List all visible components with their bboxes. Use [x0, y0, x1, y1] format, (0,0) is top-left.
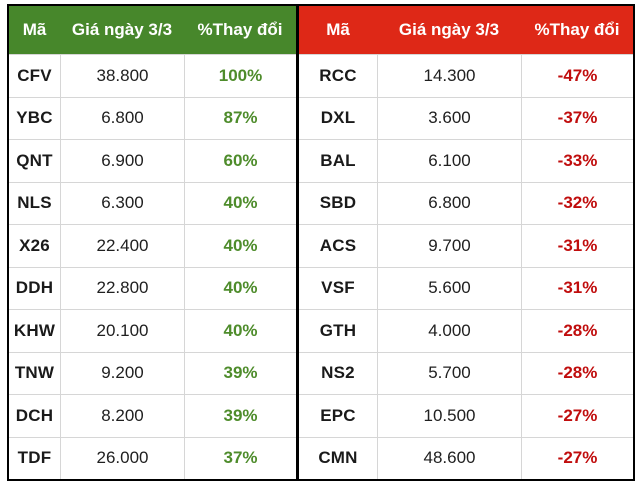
gainers-header-change: %Thay đổi [197, 20, 283, 39]
stock-code-cell: TNW [14, 363, 55, 383]
stock-change-cell: -47% [521, 55, 633, 97]
table-row: EPC 10.500 -27% [299, 394, 633, 437]
stock-price-cell: 26.000 [60, 437, 184, 479]
stock-change-cell: 37% [184, 437, 296, 479]
stock-code-cell: SBD [319, 193, 357, 213]
stock-price-cell: 10.500 [377, 395, 521, 437]
stock-change-cell: -33% [521, 140, 633, 182]
stock-code-cell: QNT [16, 150, 53, 170]
stock-change-cell: -31% [521, 267, 633, 309]
stock-change-cell: -31% [521, 225, 633, 267]
stock-price-cell: 38.800 [60, 55, 184, 97]
stock-change-cell: -28% [521, 310, 633, 352]
table-row: DCH 8.200 39% [9, 394, 296, 437]
stock-code-cell: BAL [320, 150, 356, 170]
stock-code-cell: DCH [15, 405, 54, 425]
table-row: SBD 6.800 -32% [299, 181, 633, 224]
table-row: X26 22.400 40% [9, 224, 296, 267]
losers-header-price: Giá ngày 3/3 [398, 20, 500, 39]
stock-code-cell: KHW [13, 320, 56, 340]
stock-price-cell: 4.000 [377, 310, 521, 352]
losers-header-change: %Thay đổi [534, 20, 620, 39]
stock-price-cell: 8.200 [60, 395, 184, 437]
losers-header-row: Mã Giá ngày 3/3 %Thay đổi [299, 6, 633, 54]
stock-change-cell: -27% [521, 395, 633, 437]
table-row: QNT 6.900 60% [9, 139, 296, 182]
losers-header-code: Mã [326, 20, 350, 39]
stock-price-cell: 3.600 [377, 97, 521, 139]
stock-code-cell: X26 [19, 235, 50, 255]
stock-price-cell: 6.800 [377, 182, 521, 224]
stock-change-cell: 60% [184, 140, 296, 182]
stock-change-cell: -37% [521, 97, 633, 139]
stock-code-cell: TDF [17, 448, 52, 468]
stock-change-cell: 100% [184, 55, 296, 97]
stock-price-cell: 20.100 [60, 310, 184, 352]
stock-price-cell: 22.800 [60, 267, 184, 309]
stock-code-cell: YBC [16, 108, 53, 128]
stock-change-cell: 40% [184, 267, 296, 309]
stock-code-cell: RCC [319, 65, 357, 85]
table-row: VSF 5.600 -31% [299, 266, 633, 309]
table-row: DXL 3.600 -37% [299, 96, 633, 139]
stock-change-cell: 40% [184, 182, 296, 224]
stock-code-cell: DDH [15, 278, 54, 298]
stock-price-cell: 5.600 [377, 267, 521, 309]
table-row: ACS 9.700 -31% [299, 224, 633, 267]
stock-code-cell: VSF [321, 278, 355, 298]
stock-code-cell: NLS [17, 193, 52, 213]
table-row: DDH 22.800 40% [9, 266, 296, 309]
stock-price-cell: 6.300 [60, 182, 184, 224]
stock-price-cell: 9.700 [377, 225, 521, 267]
stock-code-cell: CMN [318, 448, 358, 468]
stock-change-cell: 40% [184, 310, 296, 352]
stock-code-cell: GTH [319, 320, 357, 340]
losers-table: Mã Giá ngày 3/3 %Thay đổi RCC 14.300 -47… [297, 4, 635, 481]
stock-change-cell: -27% [521, 437, 633, 479]
table-row: TNW 9.200 39% [9, 351, 296, 394]
gainers-table: Mã Giá ngày 3/3 %Thay đổi CFV 38.800 100… [7, 4, 298, 481]
table-row: NS2 5.700 -28% [299, 351, 633, 394]
table-row: RCC 14.300 -47% [299, 54, 633, 97]
stock-change-cell: 87% [184, 97, 296, 139]
table-row: CFV 38.800 100% [9, 54, 296, 97]
stock-code-cell: CFV [17, 65, 52, 85]
table-row: NLS 6.300 40% [9, 181, 296, 224]
table-row: KHW 20.100 40% [9, 309, 296, 352]
stock-change-cell: 39% [184, 352, 296, 394]
stock-code-cell: ACS [319, 235, 357, 255]
table-row: CMN 48.600 -27% [299, 436, 633, 479]
gainers-header-price: Giá ngày 3/3 [71, 20, 173, 39]
stock-code-cell: EPC [320, 405, 356, 425]
table-row: GTH 4.000 -28% [299, 309, 633, 352]
stock-change-cell: 39% [184, 395, 296, 437]
stock-price-cell: 5.700 [377, 352, 521, 394]
gainers-header-code: Mã [22, 20, 47, 39]
stock-price-cell: 14.300 [377, 55, 521, 97]
stock-price-cell: 6.900 [60, 140, 184, 182]
stock-code-cell: NS2 [321, 363, 355, 383]
gainers-header-row: Mã Giá ngày 3/3 %Thay đổi [9, 6, 296, 54]
stock-change-cell: -28% [521, 352, 633, 394]
stock-change-cell: -32% [521, 182, 633, 224]
stock-price-cell: 22.400 [60, 225, 184, 267]
table-row: BAL 6.100 -33% [299, 139, 633, 182]
table-row: TDF 26.000 37% [9, 436, 296, 479]
stock-price-cell: 48.600 [377, 437, 521, 479]
stock-change-cell: 40% [184, 225, 296, 267]
stock-price-cell: 6.100 [377, 140, 521, 182]
stock-price-cell: 6.800 [60, 97, 184, 139]
table-row: YBC 6.800 87% [9, 96, 296, 139]
stock-code-cell: DXL [320, 108, 356, 128]
stock-price-cell: 9.200 [60, 352, 184, 394]
